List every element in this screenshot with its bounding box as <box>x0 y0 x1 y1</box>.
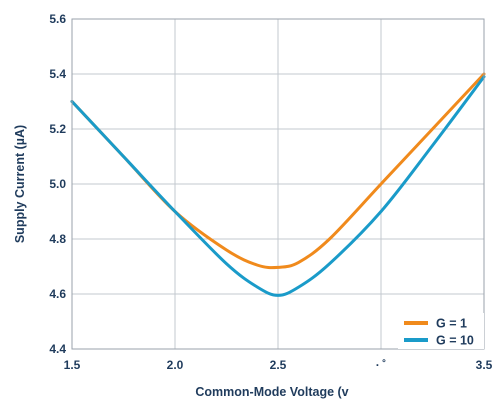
legend-label: G = 1 <box>436 317 467 331</box>
x-tick-label: 2.0 <box>167 358 184 372</box>
y-axis-title: Supply Current (µA) <box>13 125 27 243</box>
y-tick-label: 4.6 <box>49 287 66 301</box>
plot-frame <box>71 18 485 350</box>
tick-layer: 1.5 2.0 2.5 · ˚ 3.5 4.4 4.6 4.8 5.0 5.2 5.4 5.6 <box>49 12 492 372</box>
x-tick-label: 1.5 <box>64 358 81 372</box>
frame-layer <box>71 18 485 350</box>
grid-layer <box>72 19 484 349</box>
series-line-g10 <box>70 75 486 297</box>
y-tick-label: 4.4 <box>49 342 66 356</box>
x-tick-label: 2.5 <box>270 358 287 372</box>
x-axis-title: Common-Mode Voltage (v <box>195 385 348 399</box>
y-tick-label: 4.8 <box>49 232 66 246</box>
y-tick-label: 5.2 <box>49 122 66 136</box>
series-layer <box>70 72 486 297</box>
x-tick-label: · ˚ <box>376 358 386 372</box>
y-tick-label: 5.6 <box>49 12 66 26</box>
y-tick-label: 5.4 <box>49 67 66 81</box>
x-tick-label: 3.5 <box>476 358 493 372</box>
y-tick-label: 5.0 <box>49 177 66 191</box>
legend-background <box>398 313 484 349</box>
legend: G = 1 G = 10 <box>398 313 484 349</box>
legend-label: G = 10 <box>436 334 474 348</box>
